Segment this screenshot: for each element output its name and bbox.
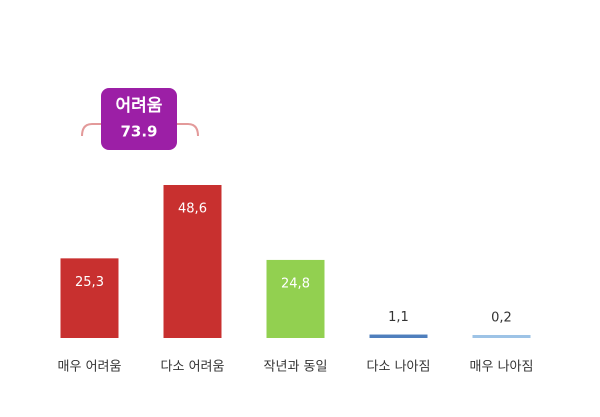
x-tick-label: 다소 나아짐 [367,360,431,375]
x-tick-label: 매우 어려움 [58,360,122,375]
x-tick-label: 매우 나아짐 [470,360,534,375]
value-label: 48,6 [178,202,207,217]
value-label: 25,3 [75,275,104,290]
annotation-value: 73.9 [120,123,157,141]
bar [60,258,119,338]
x-tick-label: 작년과 동일 [264,360,328,375]
bar [266,259,325,338]
bar [369,334,428,338]
bar [472,335,531,338]
value-label: 24,8 [281,276,310,291]
x-tick-label: 다소 어려움 [161,360,225,375]
annotation-label: 어려움 [116,96,163,116]
bar [163,185,222,338]
annotation-box [101,88,177,150]
value-label: 0,2 [491,311,512,326]
value-label: 1,1 [388,310,409,325]
